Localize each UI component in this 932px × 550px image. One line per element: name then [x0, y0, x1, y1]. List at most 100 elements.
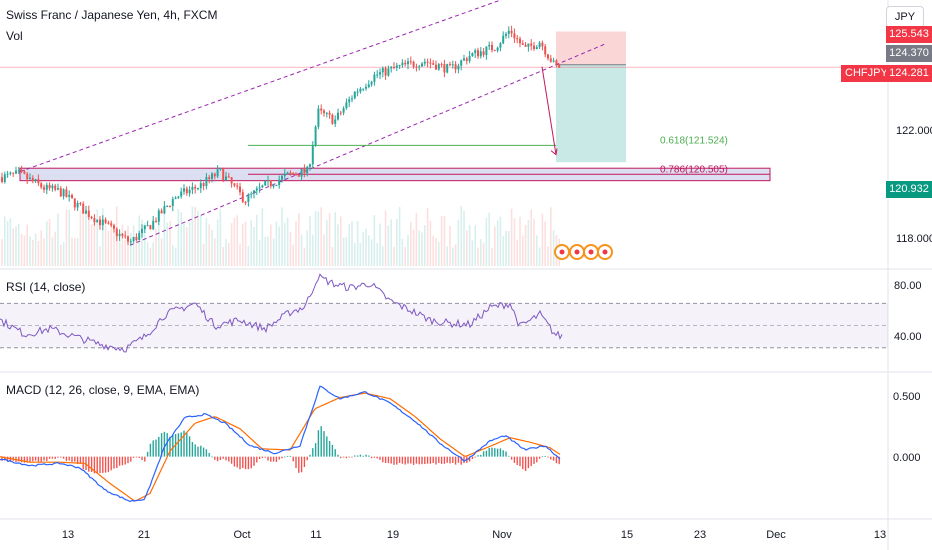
macd-histogram-bar [407, 456, 409, 464]
channel-upper-line [19, 0, 503, 173]
candle-body [323, 110, 325, 114]
macd-histogram-bar [158, 436, 160, 457]
volume-bar [29, 236, 31, 266]
candle-body [113, 225, 115, 229]
macd-histogram-bar [309, 454, 311, 457]
volume-bar [37, 241, 40, 266]
candle-body [62, 189, 65, 197]
candle-body [505, 33, 507, 36]
candle-body [261, 185, 264, 188]
macd-histogram-bar [6, 456, 9, 461]
candle-body [169, 205, 171, 207]
candle-body [519, 38, 521, 44]
macd-histogram-bar [74, 456, 76, 462]
macd-histogram-bar [550, 456, 552, 460]
volume-bar [191, 206, 194, 266]
volume-bar [457, 219, 460, 266]
volume-bar [513, 218, 516, 266]
macd-histogram-bar [368, 455, 370, 457]
volume-bar [440, 216, 443, 266]
macd-histogram-bar [57, 456, 59, 458]
macd-histogram-bar [401, 456, 404, 464]
macd-histogram-bar [410, 456, 412, 464]
macd-histogram-bar [337, 454, 339, 457]
volume-bar [130, 232, 132, 266]
candle-body [29, 177, 31, 180]
volume-bar [530, 209, 532, 266]
target-price-tag: 120.932 [886, 181, 932, 198]
macd-histogram-bar [519, 456, 521, 467]
candle-body [132, 236, 135, 242]
candle-body [328, 112, 331, 115]
volume-bar [258, 240, 261, 266]
macd-histogram-bar [264, 456, 266, 458]
volume-bar [435, 237, 437, 266]
volume-bar [446, 246, 448, 266]
macd-histogram-bar [250, 456, 252, 469]
stop-loss-zone [556, 31, 626, 65]
volume-bar [284, 222, 286, 266]
volume-bar [510, 208, 513, 266]
candle-body [174, 197, 177, 200]
candle-body [493, 50, 496, 52]
macd-histogram-bar [236, 456, 238, 468]
candle-body [185, 188, 188, 194]
candle-body [387, 68, 390, 76]
macd-histogram-bar [373, 456, 376, 458]
volume-bar [85, 210, 87, 266]
macd-histogram-bar [219, 456, 222, 460]
macd-histogram-bar [468, 456, 471, 462]
volume-bar [410, 221, 412, 266]
macd-histogram-bar [40, 456, 42, 462]
volume-bar [407, 235, 409, 266]
candle-body [202, 183, 205, 187]
macd-histogram-bar [228, 456, 230, 462]
candle-body [376, 74, 379, 76]
volume-bar [516, 240, 518, 266]
macd-histogram-bar [356, 455, 359, 457]
macd-histogram-bar [163, 431, 166, 457]
candle-body [468, 56, 471, 62]
macd-histogram-bar [384, 456, 387, 464]
volume-bar [40, 230, 42, 266]
volume-bar [211, 229, 213, 266]
candle-body [73, 198, 76, 208]
candle-body [216, 169, 219, 177]
candle-body [121, 233, 124, 236]
macd-histogram-bar [152, 440, 154, 457]
macd-histogram-bar [60, 456, 62, 458]
volume-bar [312, 234, 314, 266]
entry-price-tag: 124.370 [886, 45, 932, 62]
event-marker-dot [574, 249, 580, 255]
volume-bar [365, 228, 367, 266]
volume-bar [415, 212, 418, 266]
candle-body [149, 225, 152, 230]
volume-bar [15, 226, 17, 266]
fib-618-label: 0.618(121.524) [660, 135, 728, 146]
macd-histogram-bar [48, 456, 51, 459]
candle-body [177, 196, 180, 198]
candle-body [194, 186, 197, 189]
candle-body [314, 126, 317, 146]
volume-bar [152, 242, 154, 266]
macd-histogram-bar [4, 456, 6, 461]
macd-histogram-bar [354, 455, 356, 457]
candle-body [482, 51, 485, 56]
candle-body [309, 164, 311, 167]
candle-body [351, 98, 353, 100]
candle-body [275, 185, 278, 187]
macd-histogram-bar [278, 456, 280, 460]
volume-bar [368, 235, 370, 266]
volume-bar [488, 212, 490, 266]
currency-button[interactable]: JPY [886, 6, 924, 28]
candle-body [141, 229, 143, 234]
macd-histogram-bar [530, 456, 532, 467]
candle-body [90, 216, 93, 219]
macd-histogram-bar [113, 456, 115, 469]
macd-histogram-bar [46, 456, 48, 461]
channel-lower-line [129, 43, 606, 246]
volume-bar [118, 239, 121, 266]
volume-bar [387, 225, 390, 266]
volume-bar [186, 227, 188, 266]
